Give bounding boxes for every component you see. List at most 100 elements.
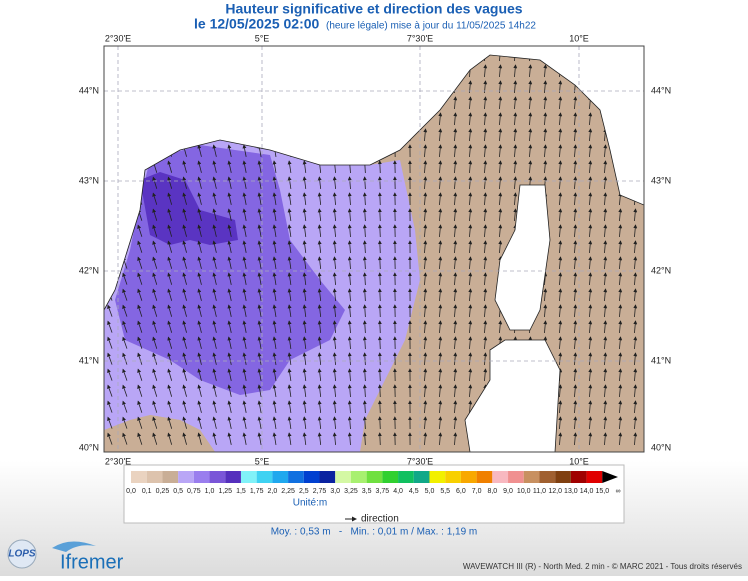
lon-label: 5°E: [255, 456, 270, 466]
colorbar-label: 3,25: [344, 488, 358, 495]
colorbar-cell: [147, 471, 163, 483]
lat-label: 43°N: [651, 175, 671, 185]
wave-arrow: [380, 385, 381, 397]
wave-arrow: [380, 321, 381, 333]
wave-arrow: [380, 257, 381, 269]
lops-text: LOPS: [8, 549, 36, 560]
wave-arrow: [380, 433, 381, 445]
lon-label: 2°30'E: [105, 456, 131, 466]
lat-label: 43°N: [79, 175, 99, 185]
colorbar-cell: [178, 471, 194, 483]
lon-label: 7°30'E: [407, 33, 433, 43]
lat-label: 40°N: [79, 442, 99, 452]
wave-arrow: [380, 337, 381, 349]
wave-arrow: [380, 241, 381, 253]
colorbar-cell: [194, 471, 210, 483]
colorbar-label: 15,0: [595, 488, 609, 495]
colorbar-label: 5,5: [440, 488, 450, 495]
wave-arrow: [380, 225, 381, 237]
wave-arrow: [380, 401, 381, 413]
colorbar-label: 4,5: [409, 488, 419, 495]
lon-label: 10°E: [569, 456, 589, 466]
lon-label: 5°E: [255, 33, 270, 43]
colorbar-cell: [555, 471, 571, 483]
colorbar-cell: [398, 471, 414, 483]
colorbar-cell: [304, 471, 320, 483]
wave-arrow: [380, 353, 381, 365]
colorbar-label: 11,0: [533, 488, 546, 495]
colorbar-label: 7,0: [472, 488, 482, 495]
colorbar-label: 1,75: [250, 488, 264, 495]
update-note: (heure légale) mise à jour du 11/05/2025…: [326, 21, 536, 32]
colorbar-cell: [210, 471, 226, 483]
colorbar-cell: [257, 471, 273, 483]
colorbar-label: 3,75: [376, 488, 390, 495]
colorbar-label: 3,0: [330, 488, 340, 495]
wave-arrow: [380, 161, 381, 173]
colorbar-label: 0,1: [142, 488, 152, 495]
colorbar-cell: [461, 471, 477, 483]
colorbar-label: 4,0: [393, 488, 403, 495]
colorbar-label: 0,25: [156, 488, 170, 495]
colorbar-label: 13,0: [564, 488, 578, 495]
colorbar-cell: [524, 471, 540, 483]
wave-arrow: [380, 177, 381, 189]
colorbar-cell: [587, 471, 603, 483]
wave-arrow: [380, 369, 381, 381]
colorbar-cell: [241, 471, 257, 483]
colorbar-cell: [571, 471, 587, 483]
lat-label: 42°N: [79, 265, 99, 275]
colorbar-label: 2,25: [281, 488, 295, 495]
colorbar-label: 0,5: [173, 488, 183, 495]
colorbar-cell: [162, 471, 178, 483]
colorbar-label: ∞: [616, 488, 621, 495]
colorbar-label: 0,0: [126, 488, 136, 495]
lon-label: 7°30'E: [407, 456, 433, 466]
stats: Moy. : 0,53 m - Min. : 0,01 m / Max. : 1…: [271, 527, 478, 538]
colorbar-cell: [414, 471, 430, 483]
wave-arrow: [380, 209, 381, 221]
colorbar-cell: [539, 471, 555, 483]
lat-label: 41°N: [79, 355, 99, 365]
wave-arrow: [380, 193, 381, 205]
lat-label: 44°N: [651, 85, 671, 95]
colorbar-label: 2,5: [299, 488, 309, 495]
lat-label: 40°N: [651, 442, 671, 452]
colorbar-cell: [382, 471, 398, 483]
title: Hauteur significative et direction des v…: [225, 1, 522, 17]
colorbar-label: 10,0: [517, 488, 531, 495]
colorbar-label: 2,0: [268, 488, 278, 495]
map: [104, 46, 644, 452]
wave-arrow: [380, 417, 381, 429]
colorbar-cell: [508, 471, 524, 483]
lat-label: 41°N: [651, 355, 671, 365]
colorbar-cell: [351, 471, 367, 483]
colorbar-cell: [445, 471, 461, 483]
colorbar-cell: [429, 471, 445, 483]
lon-label: 10°E: [569, 33, 589, 43]
colorbar-cell: [367, 471, 383, 483]
colorbar-label: 12,0: [548, 488, 562, 495]
colorbar-label: 6,0: [456, 488, 466, 495]
colorbar-cell: [335, 471, 351, 483]
colorbar-label: 9,0: [503, 488, 513, 495]
colorbar-cell: [272, 471, 288, 483]
colorbar-label: 3,5: [362, 488, 372, 495]
colorbar-cell: [288, 471, 304, 483]
colorbar-label: 2,75: [313, 488, 327, 495]
colorbar-cell: [477, 471, 493, 483]
colorbar-cell: [131, 471, 147, 483]
wave-arrow: [380, 305, 381, 317]
lat-label: 44°N: [79, 85, 99, 95]
lat-label: 42°N: [651, 265, 671, 275]
colorbar-label: 0,75: [187, 488, 201, 495]
colorbar-label: 8,0: [487, 488, 497, 495]
wave-arrow: [380, 273, 381, 285]
unit: Unité:m: [293, 498, 327, 509]
ifremer-text: Ifremer: [60, 551, 124, 573]
colorbar-cell: [492, 471, 508, 483]
date: le 12/05/2025 02:00: [194, 16, 320, 32]
colorbar-label: 1,0: [205, 488, 215, 495]
